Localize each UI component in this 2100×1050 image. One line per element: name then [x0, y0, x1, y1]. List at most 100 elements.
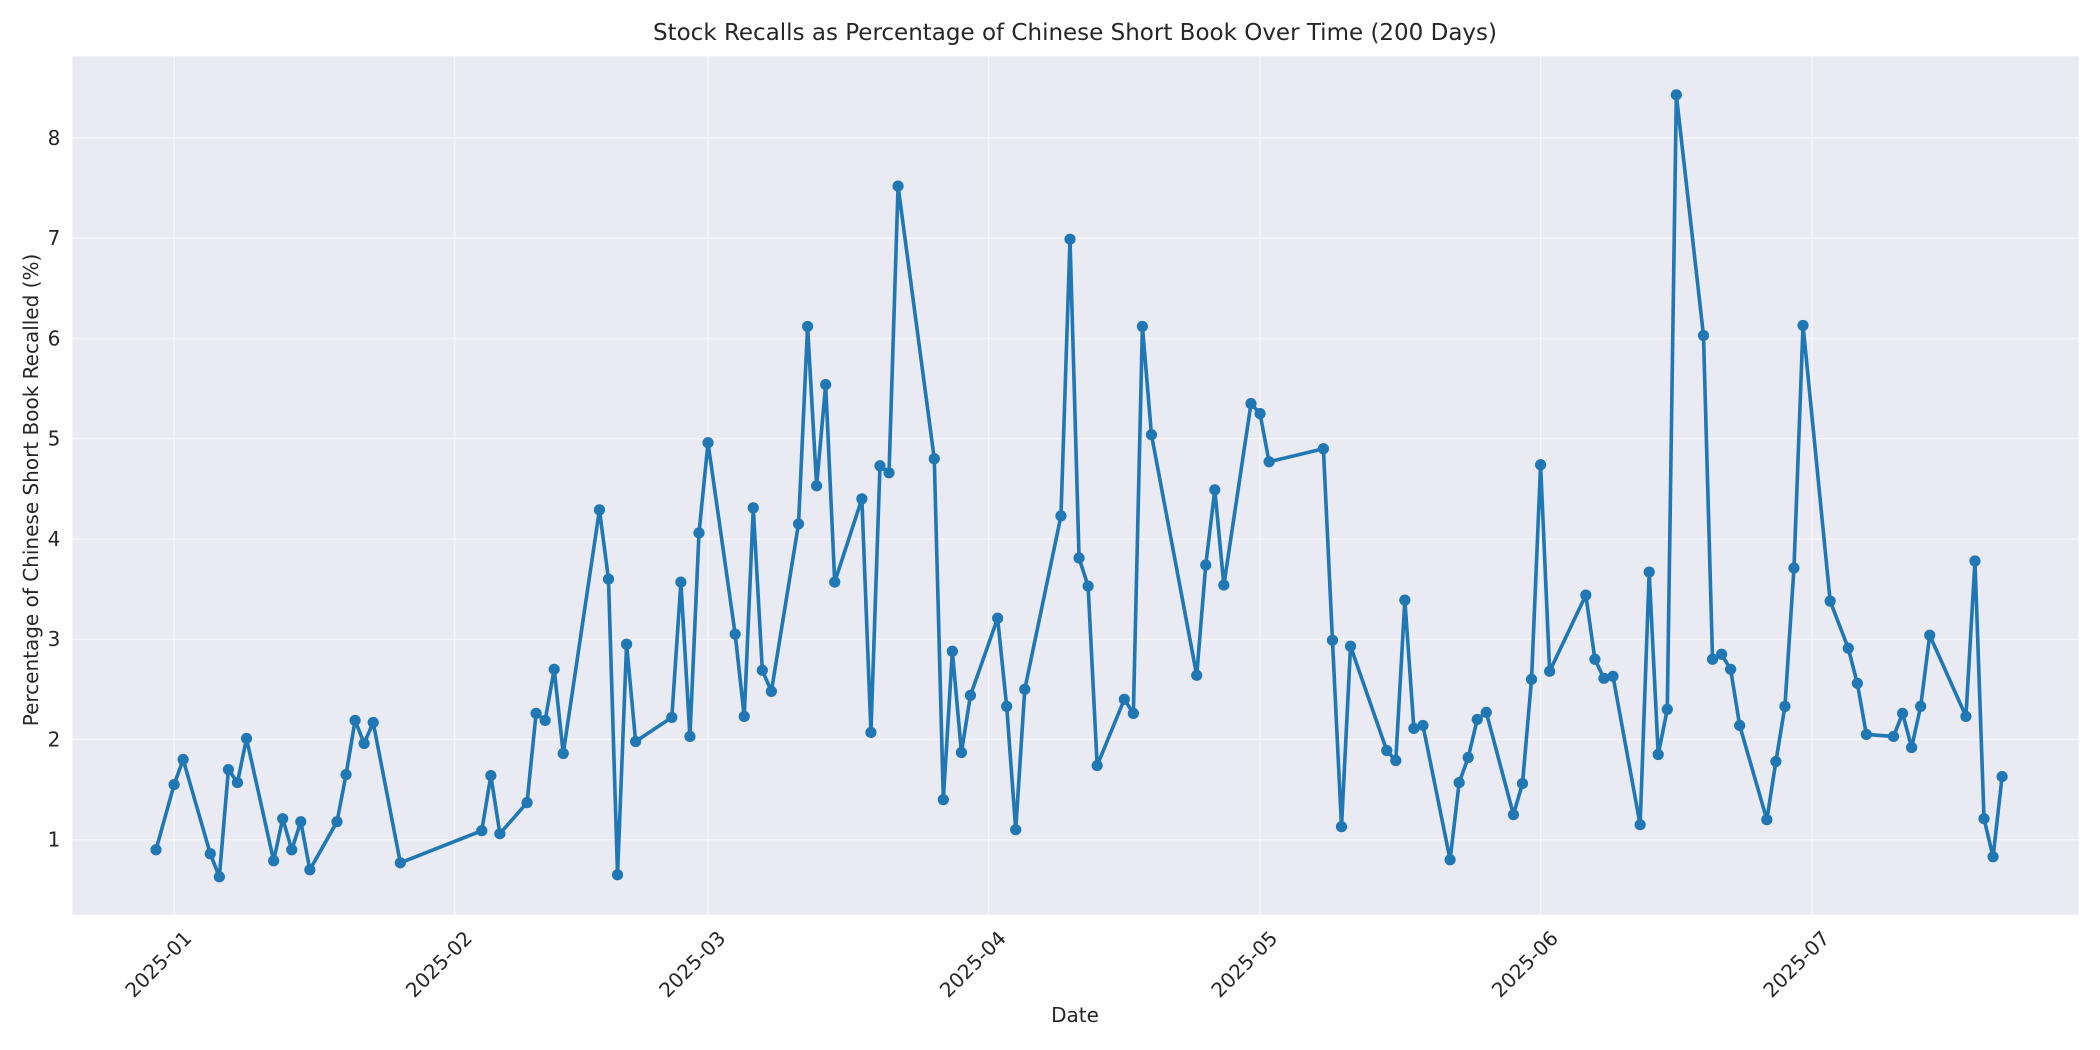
- data-point-marker: [1544, 665, 1556, 677]
- data-point-marker: [295, 816, 307, 828]
- data-point-marker: [1073, 552, 1085, 564]
- data-point-marker: [1344, 640, 1357, 652]
- x-tick-label: 2025-06: [1487, 926, 1563, 1002]
- data-point-marker: [611, 869, 624, 881]
- data-point-marker: [1534, 459, 1547, 471]
- data-point-marker: [1335, 821, 1348, 833]
- data-point-marker: [1788, 562, 1800, 574]
- data-point-marker: [865, 726, 877, 739]
- x-tick-label: 2025-01: [120, 926, 196, 1002]
- y-tick-label: 5: [48, 427, 61, 451]
- data-point-marker: [1245, 398, 1257, 410]
- data-point-marker: [340, 768, 352, 781]
- data-point-marker: [892, 180, 904, 192]
- x-axis-label: Date: [1051, 1003, 1099, 1027]
- data-point-marker: [1001, 700, 1013, 712]
- data-point-marker: [485, 769, 497, 782]
- x-tick-label: 2025-03: [654, 926, 730, 1002]
- data-point-marker: [1209, 484, 1221, 496]
- data-point-marker: [1670, 89, 1682, 101]
- data-point-marker: [1770, 755, 1782, 768]
- data-point-marker: [801, 320, 814, 333]
- data-point-marker: [548, 663, 560, 675]
- data-point-marker: [1525, 673, 1538, 685]
- data-point-marker: [1987, 851, 1999, 863]
- data-point-marker: [1082, 580, 1094, 592]
- data-point-marker: [1842, 642, 1854, 654]
- data-point-marker: [204, 848, 216, 860]
- x-tick-label: 2025-04: [935, 926, 1011, 1002]
- data-point-marker: [856, 493, 868, 505]
- data-point-marker: [1317, 443, 1330, 455]
- data-point-marker: [1906, 741, 1918, 754]
- data-point-marker: [756, 664, 768, 676]
- data-point-marker: [1734, 719, 1746, 732]
- y-tick-label: 6: [48, 326, 61, 350]
- data-point-marker: [1661, 703, 1673, 716]
- data-point-marker: [1697, 329, 1710, 342]
- data-point-marker: [1643, 566, 1655, 578]
- data-point-marker: [494, 828, 506, 840]
- data-point-marker: [1887, 730, 1900, 743]
- data-point-marker: [394, 857, 406, 869]
- data-point-marker: [1824, 595, 1836, 607]
- data-point-marker: [1010, 824, 1022, 836]
- data-point-marker: [150, 844, 162, 856]
- data-point-marker: [593, 504, 606, 516]
- data-point-marker: [1218, 579, 1230, 591]
- data-point-marker: [1761, 814, 1773, 826]
- x-tick-label: 2025-02: [401, 926, 477, 1002]
- data-point-marker: [476, 825, 488, 837]
- data-point-marker: [1851, 677, 1863, 689]
- data-point-marker: [1598, 672, 1610, 684]
- data-point-marker: [765, 685, 777, 697]
- data-point-marker: [286, 844, 298, 856]
- y-axis-ticks: 1 2 3 4 5 6 7 8: [48, 126, 61, 852]
- data-point-marker: [277, 813, 289, 825]
- data-point-marker: [602, 573, 615, 585]
- data-point-marker: [213, 871, 225, 883]
- data-point-marker: [231, 776, 244, 789]
- data-point-marker: [557, 747, 569, 760]
- data-point-marker: [1480, 706, 1492, 719]
- data-point-marker: [1471, 713, 1483, 726]
- data-point-marker: [268, 855, 280, 867]
- data-point-marker: [620, 638, 633, 650]
- data-point-marker: [937, 794, 949, 806]
- y-tick-label: 8: [48, 126, 61, 150]
- data-point-marker: [666, 711, 678, 724]
- y-tick-label: 4: [48, 527, 61, 551]
- data-point-marker: [964, 689, 977, 701]
- data-point-marker: [1127, 707, 1139, 720]
- y-tick-label: 7: [48, 226, 61, 250]
- data-point-marker: [177, 753, 189, 766]
- data-point-marker: [168, 778, 180, 791]
- data-point-marker: [240, 732, 253, 745]
- chart-title: Stock Recalls as Percentage of Chinese S…: [652, 20, 1497, 46]
- data-series-line: [150, 89, 2008, 883]
- data-point-marker: [675, 576, 687, 588]
- data-point-marker: [1263, 456, 1275, 468]
- data-point-marker: [1064, 233, 1076, 245]
- y-axis-label: Percentage of Chinese Short Book Recalle…: [19, 253, 43, 727]
- data-point-marker: [1607, 670, 1619, 682]
- data-point-marker: [1390, 754, 1402, 767]
- data-point-marker: [1507, 809, 1520, 821]
- data-point-marker: [630, 735, 642, 748]
- data-point-marker: [367, 716, 379, 729]
- data-point-marker: [811, 480, 823, 492]
- data-point-marker: [1652, 748, 1664, 761]
- data-point-marker: [1915, 700, 1927, 712]
- data-point-marker: [738, 710, 750, 723]
- data-point-marker: [349, 714, 361, 727]
- data-point-marker: [1634, 819, 1646, 831]
- data-point-marker: [1254, 408, 1266, 420]
- data-point-marker: [1462, 751, 1474, 764]
- data-point-marker: [1960, 710, 1972, 723]
- x-axis-ticks: 2025-01 2025-02 2025-03 2025-04 2025-05 2025-…: [120, 926, 1834, 1002]
- data-point-marker: [946, 645, 958, 657]
- y-tick-label: 3: [48, 627, 61, 651]
- data-point-marker: [304, 864, 316, 876]
- x-tick-label: 2025-07: [1758, 926, 1834, 1002]
